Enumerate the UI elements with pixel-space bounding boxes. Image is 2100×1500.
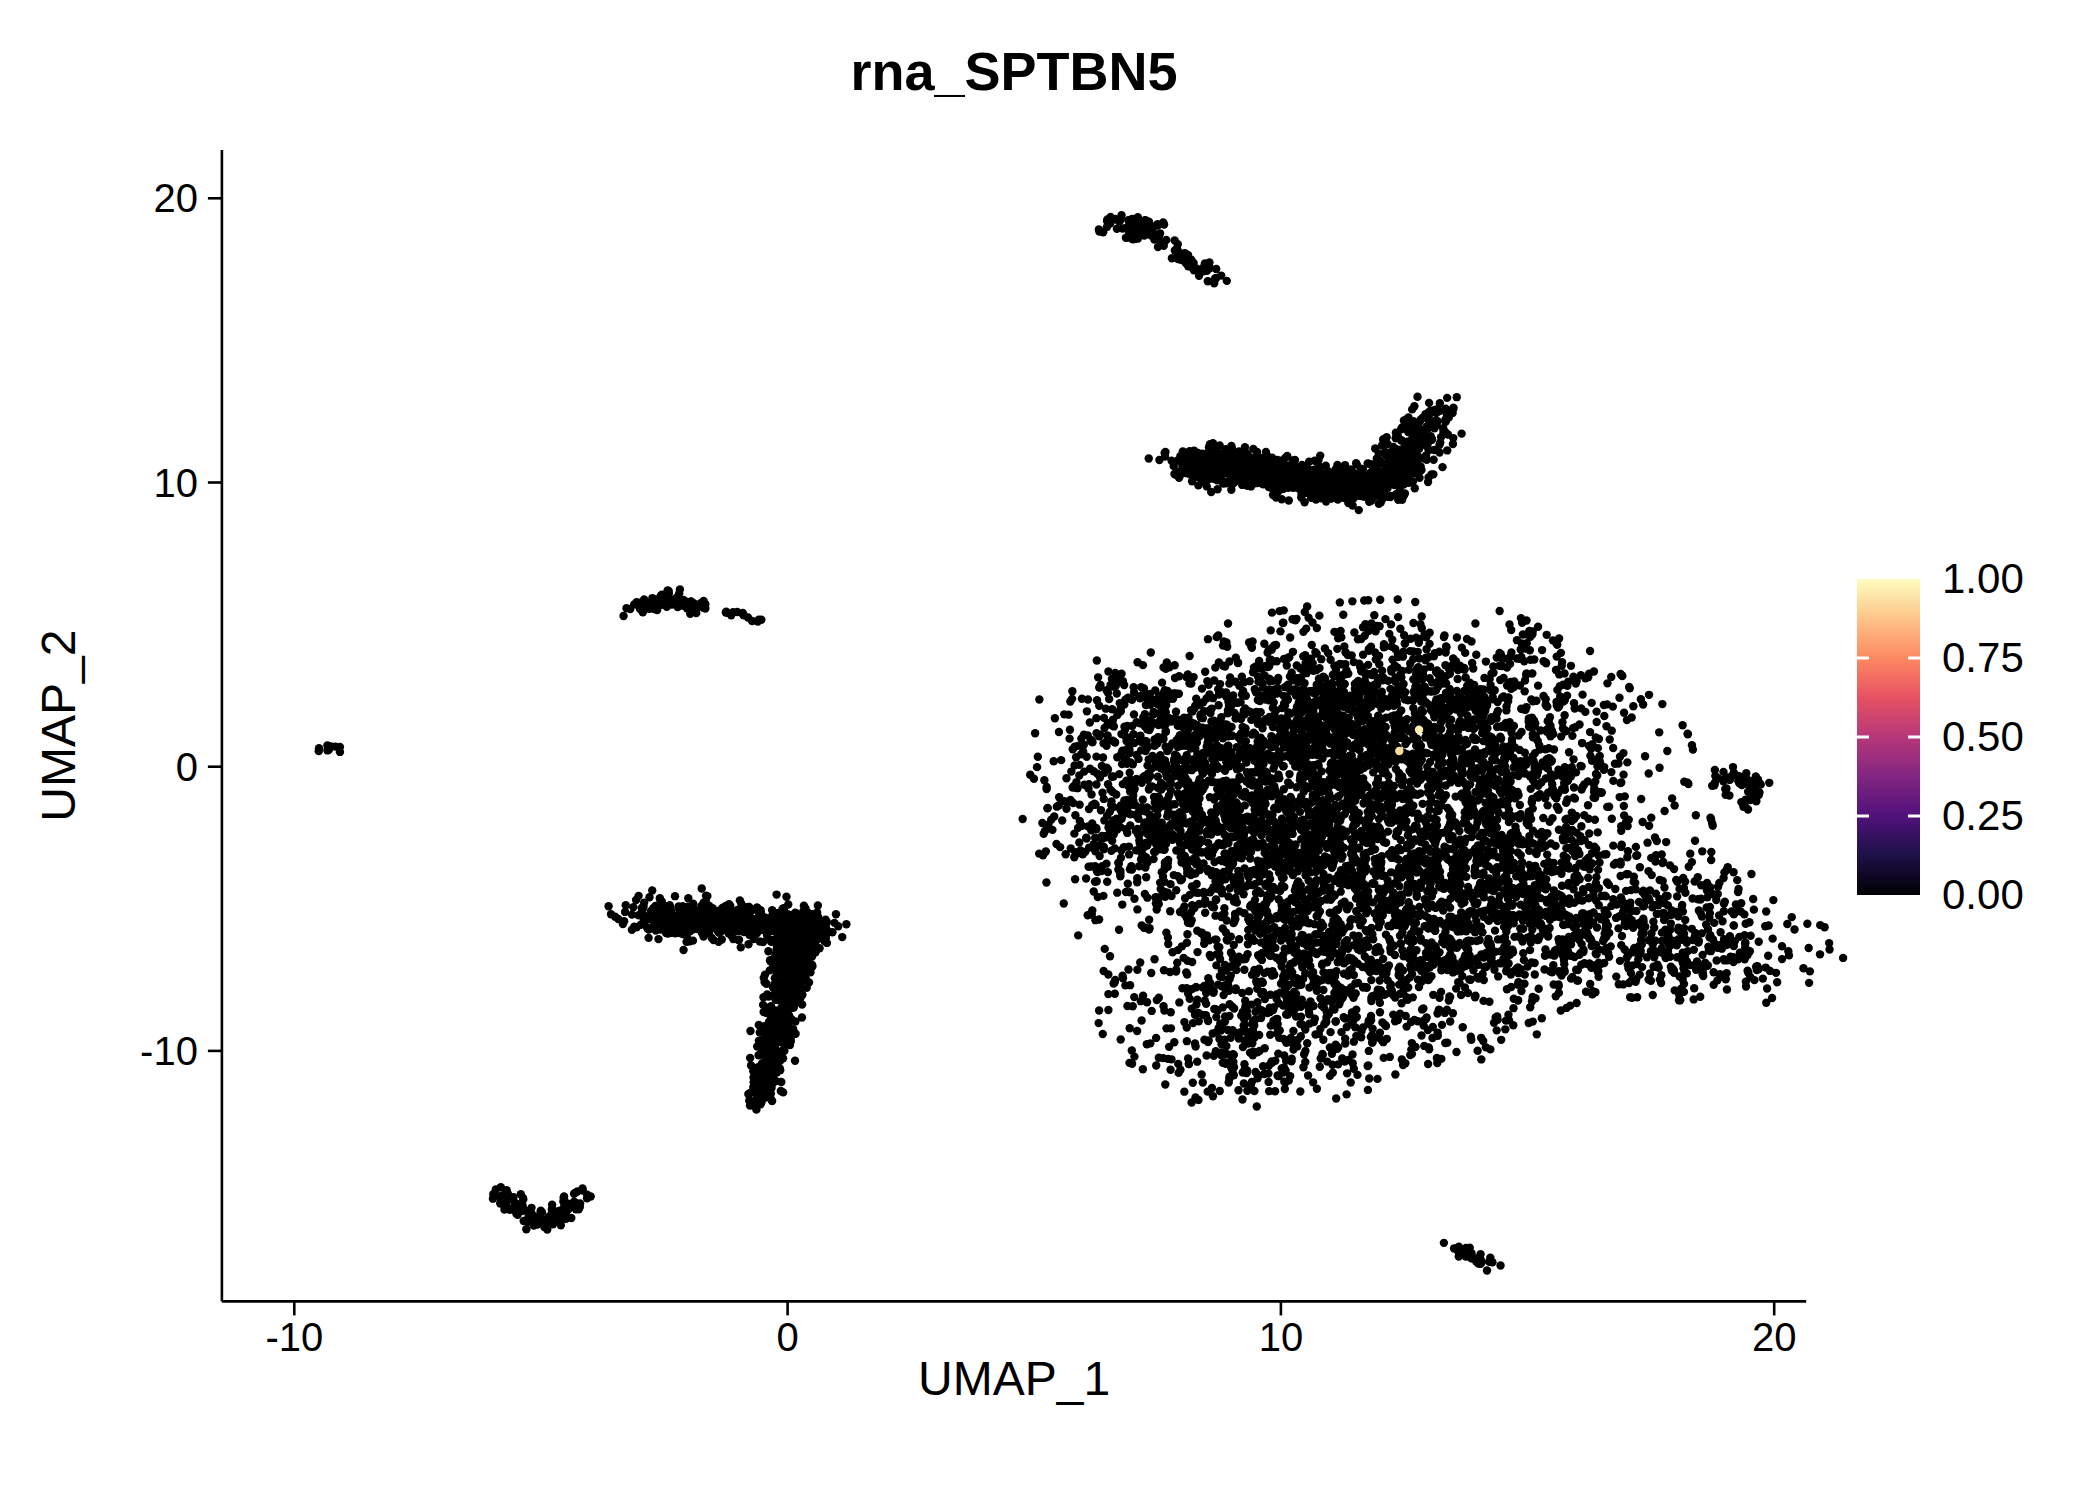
svg-text:20: 20 xyxy=(153,176,198,220)
svg-text:0.00: 0.00 xyxy=(1942,871,2024,918)
svg-text:-10: -10 xyxy=(140,1029,198,1073)
svg-text:10: 10 xyxy=(153,461,198,505)
svg-text:10: 10 xyxy=(1259,1315,1304,1359)
svg-text:0.50: 0.50 xyxy=(1942,713,2024,760)
svg-text:rna_SPTBN5: rna_SPTBN5 xyxy=(850,41,1177,101)
svg-text:UMAP_1: UMAP_1 xyxy=(918,1352,1110,1405)
svg-text:0.75: 0.75 xyxy=(1942,634,2024,681)
svg-text:0: 0 xyxy=(176,745,198,789)
svg-text:0.25: 0.25 xyxy=(1942,792,2024,839)
svg-text:20: 20 xyxy=(1752,1315,1797,1359)
svg-text:-10: -10 xyxy=(265,1315,323,1359)
svg-text:0: 0 xyxy=(776,1315,798,1359)
svg-text:1.00: 1.00 xyxy=(1942,555,2024,602)
svg-text:UMAP_2: UMAP_2 xyxy=(32,630,85,822)
